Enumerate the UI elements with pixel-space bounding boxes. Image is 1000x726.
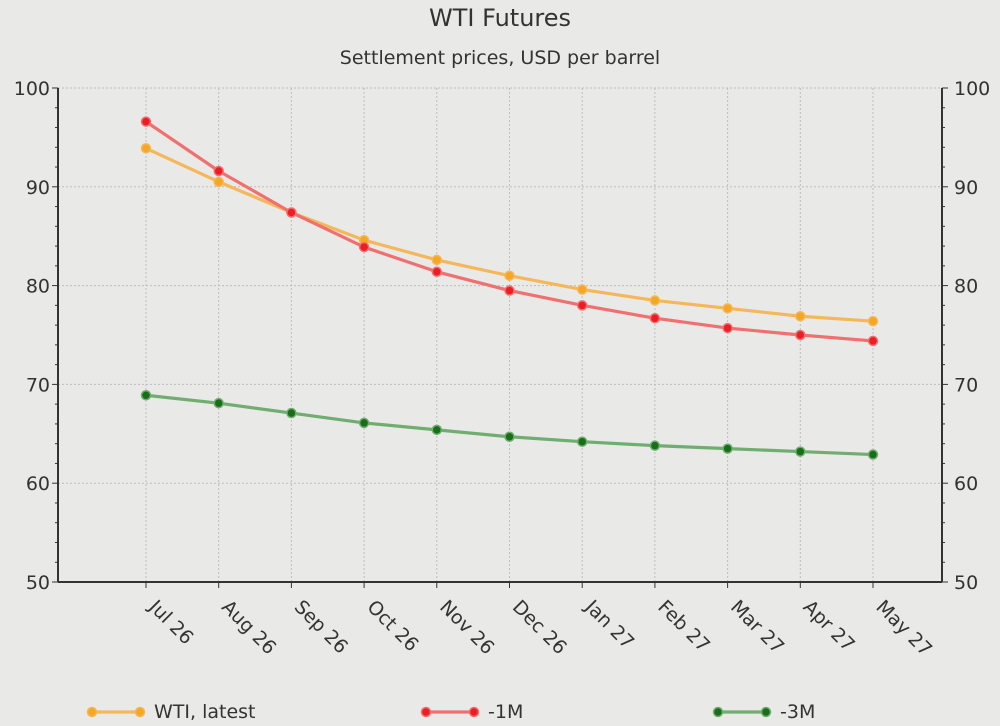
x-tick-label: Apr 27 [799,596,859,656]
y-tick-label-right: 80 [954,276,978,298]
legend-item: WTI, latest [86,698,256,726]
legend-label: -3M [780,701,816,723]
data-point [649,440,661,451]
x-tick-label: Oct 26 [363,596,423,656]
data-point [431,266,443,278]
legend-item: -1M [420,698,523,726]
data-point [213,397,224,409]
y-tick-label-left: 70 [26,374,50,396]
y-tick-label-right: 60 [954,473,978,495]
data-point [504,270,515,281]
legend-swatch [86,706,146,718]
y-tick-label-left: 90 [26,177,50,199]
y-tick-label-right: 100 [954,78,990,100]
data-point [358,241,370,253]
y-tick-label-left: 60 [26,473,50,495]
data-point [213,176,224,188]
x-tick-label: Nov 26 [435,596,498,659]
data-point [649,295,661,306]
data-point [722,443,733,454]
data-point [576,436,588,447]
data-point [286,407,297,419]
data-point [504,431,515,443]
data-point [140,143,152,154]
data-point [867,335,879,347]
legend-item: -3M [712,698,815,726]
y-tick-label-left: 80 [26,276,50,298]
data-point [504,285,515,296]
data-point [867,315,879,327]
y-tick-label-left: 100 [14,78,50,100]
data-point [649,312,661,324]
x-tick-label: Feb 27 [653,596,714,657]
data-point [576,300,588,311]
data-point [576,284,588,295]
y-tick-label-right: 50 [954,572,978,594]
x-tick-label: May 27 [871,596,936,661]
legend-swatch [712,706,772,718]
x-tick-label: Mar 27 [726,596,788,658]
data-point [795,310,806,322]
x-tick-label: Jan 27 [580,595,638,653]
chart-title: WTI Futures [428,4,572,32]
legend-swatch [420,706,480,718]
data-point [722,303,733,314]
x-tick-label: Dec 26 [508,596,571,659]
data-point [722,322,733,334]
data-point [140,116,152,127]
y-tick-label-right: 90 [954,177,978,199]
x-tick-label: Sep 26 [290,596,352,658]
data-point [867,449,879,460]
chart-subtitle: Settlement prices, USD per barrel [339,47,661,69]
legend-label: WTI, latest [154,701,256,723]
data-point [431,254,443,266]
x-tick-label: Aug 26 [217,596,280,659]
data-point [431,424,443,436]
data-point [795,446,806,457]
y-tick-label-right: 70 [954,374,978,396]
data-point [140,390,152,401]
data-point [358,417,370,429]
y-tick-label-left: 50 [26,572,50,594]
data-point [795,329,806,341]
data-point [213,165,224,177]
x-tick-label: Jul 26 [144,595,198,649]
legend-label: -1M [488,701,524,723]
data-point [286,207,297,218]
